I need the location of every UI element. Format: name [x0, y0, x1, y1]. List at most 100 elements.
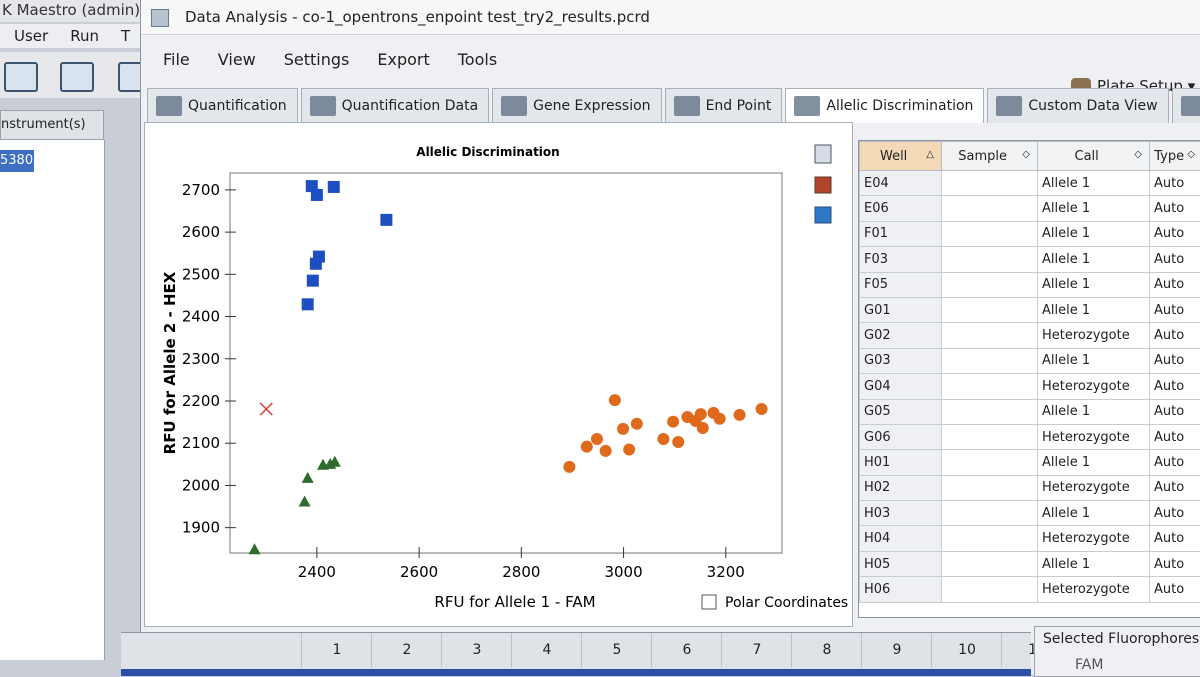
tab[interactable]: Custom Data View — [987, 88, 1168, 123]
plate-column[interactable]: 10 — [931, 633, 1002, 667]
cell-sample — [942, 551, 1038, 576]
point — [657, 433, 669, 445]
point — [311, 189, 323, 201]
window-icon — [151, 9, 169, 27]
plate-column[interactable]: 3 — [441, 633, 512, 667]
tool-icon[interactable] — [4, 62, 38, 92]
point — [307, 275, 319, 287]
checkbox[interactable] — [702, 595, 716, 609]
cell-call: Heterozygote — [1038, 577, 1150, 602]
tab[interactable]: Quantification Data — [301, 88, 490, 123]
cell-type: Auto — [1150, 221, 1200, 246]
column-header[interactable]: Sample◇ — [942, 142, 1038, 171]
plate-column[interactable]: 8 — [791, 633, 862, 667]
plate-column[interactable]: 7 — [721, 633, 792, 667]
menu-item[interactable]: User — [14, 24, 48, 48]
menu-item[interactable]: Tools — [458, 44, 497, 76]
cell-call: Allele 1 — [1038, 501, 1150, 526]
chart-panel: Allelic Discrimination RFU for Allele 1 … — [144, 122, 853, 627]
plate-column[interactable]: 1 — [301, 633, 372, 667]
cell-sample — [942, 348, 1038, 373]
plate-column[interactable]: 4 — [511, 633, 582, 667]
tab[interactable]: Gene Expression — [492, 88, 661, 123]
zoom-icon[interactable] — [815, 207, 831, 223]
cell-sample — [942, 221, 1038, 246]
cell-well: G02 — [860, 323, 942, 348]
cell-call: Allele 1 — [1038, 399, 1150, 424]
plate-column[interactable]: 6 — [651, 633, 722, 667]
cell-sample — [942, 450, 1038, 475]
app-toolbar — [0, 52, 140, 98]
point — [581, 441, 593, 453]
menu-item[interactable]: Export — [377, 44, 429, 76]
tab[interactable]: Allelic Discrimination — [785, 88, 984, 123]
point — [328, 181, 340, 193]
column-header[interactable]: Call◇ — [1038, 142, 1150, 171]
column-header[interactable]: Well△ — [860, 142, 942, 171]
table-header: Well△Sample◇Call◇Type◇ — [860, 142, 1200, 171]
menu-item[interactable]: File — [163, 44, 190, 76]
menu-item[interactable]: View — [218, 44, 256, 76]
x-tick-label: 2600 — [400, 563, 438, 581]
tab-label: Custom Data View — [1028, 89, 1157, 123]
cell-call: Allele 1 — [1038, 221, 1150, 246]
chart-title: Allelic Discrimination — [416, 145, 559, 159]
window: Data Analysis - co-1_opentrons_enpoint t… — [140, 0, 1200, 675]
window-title: Data Analysis - co-1_opentrons_enpoint t… — [185, 8, 650, 26]
tab[interactable]: QC — [1172, 88, 1200, 123]
cell-type: Auto — [1150, 171, 1200, 196]
cell-type: Auto — [1150, 475, 1200, 500]
cell-well: G01 — [860, 297, 942, 322]
point — [609, 394, 621, 406]
plate-column[interactable]: 9 — [861, 633, 932, 667]
cell-type: Auto — [1150, 501, 1200, 526]
cell-well: F03 — [860, 247, 942, 272]
export-icon[interactable] — [815, 177, 831, 193]
column-header[interactable]: Type◇ — [1150, 142, 1200, 171]
app-menu: User Run T — [0, 24, 140, 48]
tool-icon[interactable] — [60, 62, 94, 92]
x-tick-label: 3000 — [604, 563, 642, 581]
cell-type: Auto — [1150, 297, 1200, 322]
tab[interactable]: End Point — [665, 88, 783, 123]
cell-sample — [942, 577, 1038, 602]
tab[interactable]: Quantification — [147, 88, 298, 123]
cell-well: G04 — [860, 374, 942, 399]
copy-icon[interactable] — [815, 145, 831, 163]
point — [591, 433, 603, 445]
tab-label: Allelic Discrimination — [826, 89, 973, 123]
y-tick-label: 2200 — [182, 392, 220, 410]
point — [623, 444, 635, 456]
sort-icon: △ — [926, 149, 934, 160]
menu-bar: File View Settings Export Tools — [141, 44, 1200, 76]
menu-item[interactable]: Run — [70, 24, 99, 48]
menu-item[interactable]: T — [121, 24, 130, 48]
plate-column[interactable]: 2 — [371, 633, 442, 667]
plate-column[interactable]: 5 — [581, 633, 652, 667]
sort-icon: ◇ — [1022, 149, 1030, 160]
point — [380, 214, 392, 226]
instrument-item[interactable]: 5380 — [0, 150, 34, 172]
tab-icon — [501, 96, 527, 116]
y-axis-label: RFU for Allele 2 - HEX — [161, 271, 179, 454]
menu-item[interactable]: Settings — [284, 44, 350, 76]
